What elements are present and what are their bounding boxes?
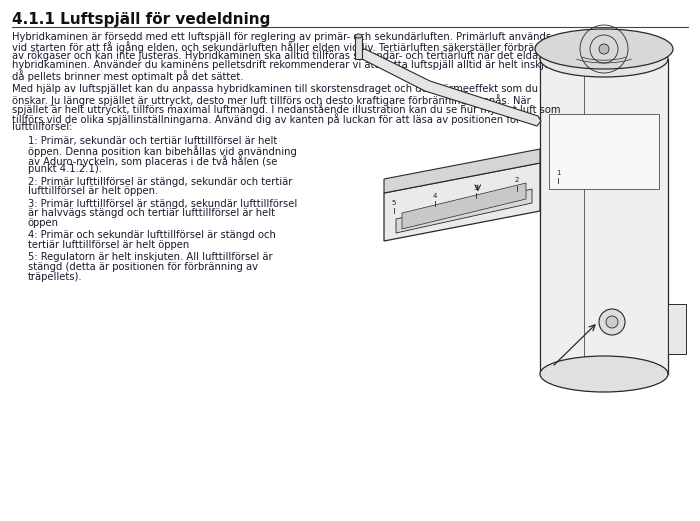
Text: öppen. Denna position kan bibehållas vid användning: öppen. Denna position kan bibehållas vid…: [28, 145, 297, 157]
Circle shape: [599, 44, 609, 54]
Ellipse shape: [355, 34, 362, 38]
Text: 2: Primär lufttillförsel är stängd, sekundär och tertiär: 2: Primär lufttillförsel är stängd, seku…: [28, 177, 293, 187]
Text: 4: Primär och sekundär lufttillförsel är stängd och: 4: Primär och sekundär lufttillförsel är…: [28, 230, 276, 241]
Text: 3: 3: [474, 185, 478, 191]
Text: spjället är helt uttryckt, tillförs maximal luftmängd. I nedanstående illustrati: spjället är helt uttryckt, tillförs maxi…: [12, 104, 561, 116]
Polygon shape: [384, 149, 540, 193]
Text: lufttillförsel är helt öppen.: lufttillförsel är helt öppen.: [28, 187, 158, 196]
Text: hybridkaminen. Använder du kaminens pelletsdrift rekommenderar vi att detta luft: hybridkaminen. Använder du kaminens pell…: [12, 60, 564, 70]
Text: då pellets brinner mest optimalt på det sättet.: då pellets brinner mest optimalt på det …: [12, 70, 244, 82]
Text: Hybridkaminen är försedd med ett luftspjäll för reglering av primär- och sekundä: Hybridkaminen är försedd med ett luftspj…: [12, 32, 551, 42]
Text: 3: Primär lufttillförsel är stängd, sekundär lufttillförsel: 3: Primär lufttillförsel är stängd, seku…: [28, 199, 298, 209]
Ellipse shape: [535, 29, 673, 69]
Circle shape: [599, 309, 625, 335]
Text: 4.1.1 Luftspjäll för vedeldning: 4.1.1 Luftspjäll för vedeldning: [12, 12, 270, 27]
Polygon shape: [396, 189, 532, 233]
Text: 1: 1: [556, 170, 560, 176]
Text: tillförs vid de olika spjällinställningarna. Använd dig av kanten på luckan för : tillförs vid de olika spjällinställninga…: [12, 113, 520, 125]
Text: punkt 4.1.2.1).: punkt 4.1.2.1).: [28, 165, 102, 175]
Text: av Aduro-nyckeln, som placeras i de två hålen (se: av Aduro-nyckeln, som placeras i de två …: [28, 155, 277, 167]
Text: Med hjälp av luftspjället kan du anpassa hybridkaminen till skorstensdraget och : Med hjälp av luftspjället kan du anpassa…: [12, 84, 538, 94]
Text: 4: 4: [433, 192, 438, 199]
Text: 2: 2: [514, 178, 519, 183]
Polygon shape: [549, 114, 659, 189]
Text: är halvvägs stängd och tertiär lufttillförsel är helt: är halvvägs stängd och tertiär lufttillf…: [28, 208, 275, 218]
Text: lufttillförsel:: lufttillförsel:: [12, 122, 72, 132]
Text: tertiär lufttillförsel är helt öppen: tertiär lufttillförsel är helt öppen: [28, 240, 189, 250]
Polygon shape: [668, 304, 686, 354]
Text: 5: Regulatorn är helt inskjuten. All lufttillförsel är: 5: Regulatorn är helt inskjuten. All luf…: [28, 253, 272, 263]
Text: vid starten för att få igång elden, och sekundärluften håller elden vid liv. Ter: vid starten för att få igång elden, och …: [12, 42, 563, 54]
Text: 1: Primär, sekundär och tertiär lufttillförsel är helt: 1: Primär, sekundär och tertiär lufttill…: [28, 136, 277, 146]
Polygon shape: [355, 49, 541, 126]
Polygon shape: [355, 36, 362, 59]
Text: önskar. Ju längre spjället är uttryckt, desto mer luft tillförs och desto krafti: önskar. Ju längre spjället är uttryckt, …: [12, 94, 531, 106]
Text: öppen: öppen: [28, 218, 59, 228]
Ellipse shape: [540, 41, 668, 77]
Text: träpellets).: träpellets).: [28, 271, 83, 281]
Circle shape: [606, 316, 618, 328]
Ellipse shape: [540, 356, 668, 392]
Polygon shape: [384, 163, 540, 241]
Text: stängd (detta är positionen för förbränning av: stängd (detta är positionen för förbränn…: [28, 262, 258, 272]
Text: 5: 5: [392, 200, 396, 206]
Text: av rökgaser och kan inte justeras. Hybridkaminen ska alltid tillföras sekundär- : av rökgaser och kan inte justeras. Hybri…: [12, 51, 550, 61]
Polygon shape: [402, 183, 526, 229]
